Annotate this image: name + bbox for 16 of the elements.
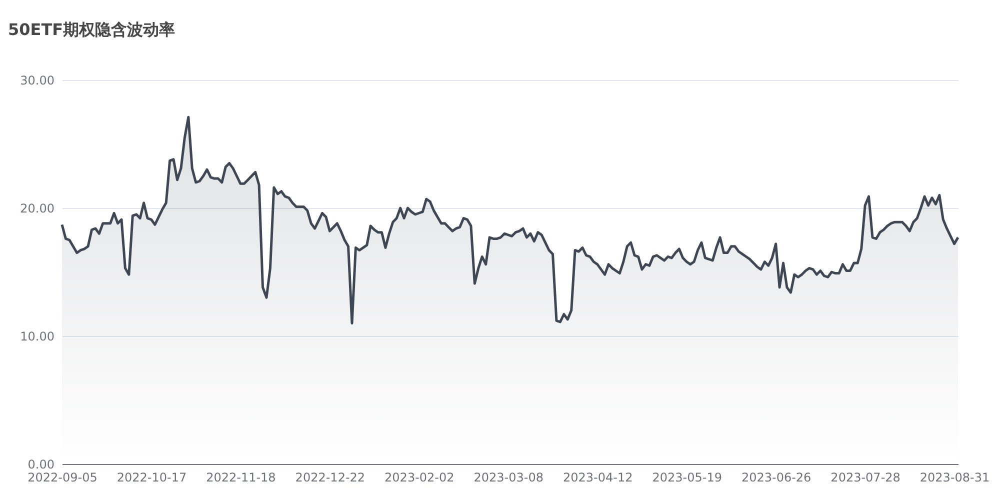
y-tick-label: 20.00 xyxy=(20,202,54,216)
y-tick-label: 10.00 xyxy=(20,330,54,344)
x-tick-label: 2023-08-31 xyxy=(920,470,990,484)
x-tick-label: 2023-07-28 xyxy=(830,470,900,484)
x-tick-label: 2022-10-17 xyxy=(116,470,187,484)
x-tick-label: 2022-09-05 xyxy=(28,470,98,484)
x-tick-label: 2022-12-22 xyxy=(295,470,366,484)
x-tick-label: 2023-06-26 xyxy=(741,470,812,484)
x-tick-label: 2023-03-08 xyxy=(474,470,544,484)
x-tick-label: 2023-05-19 xyxy=(652,470,722,484)
y-tick-label: 30.00 xyxy=(20,74,54,88)
x-tick-label: 2022-11-18 xyxy=(206,470,276,484)
chart-title: 50ETF期权隐含波动率 xyxy=(8,20,176,39)
x-tick-label: 2023-04-12 xyxy=(562,470,633,484)
x-tick-label: 2023-02-02 xyxy=(384,470,454,484)
y-tick-label: 0.00 xyxy=(28,458,54,472)
